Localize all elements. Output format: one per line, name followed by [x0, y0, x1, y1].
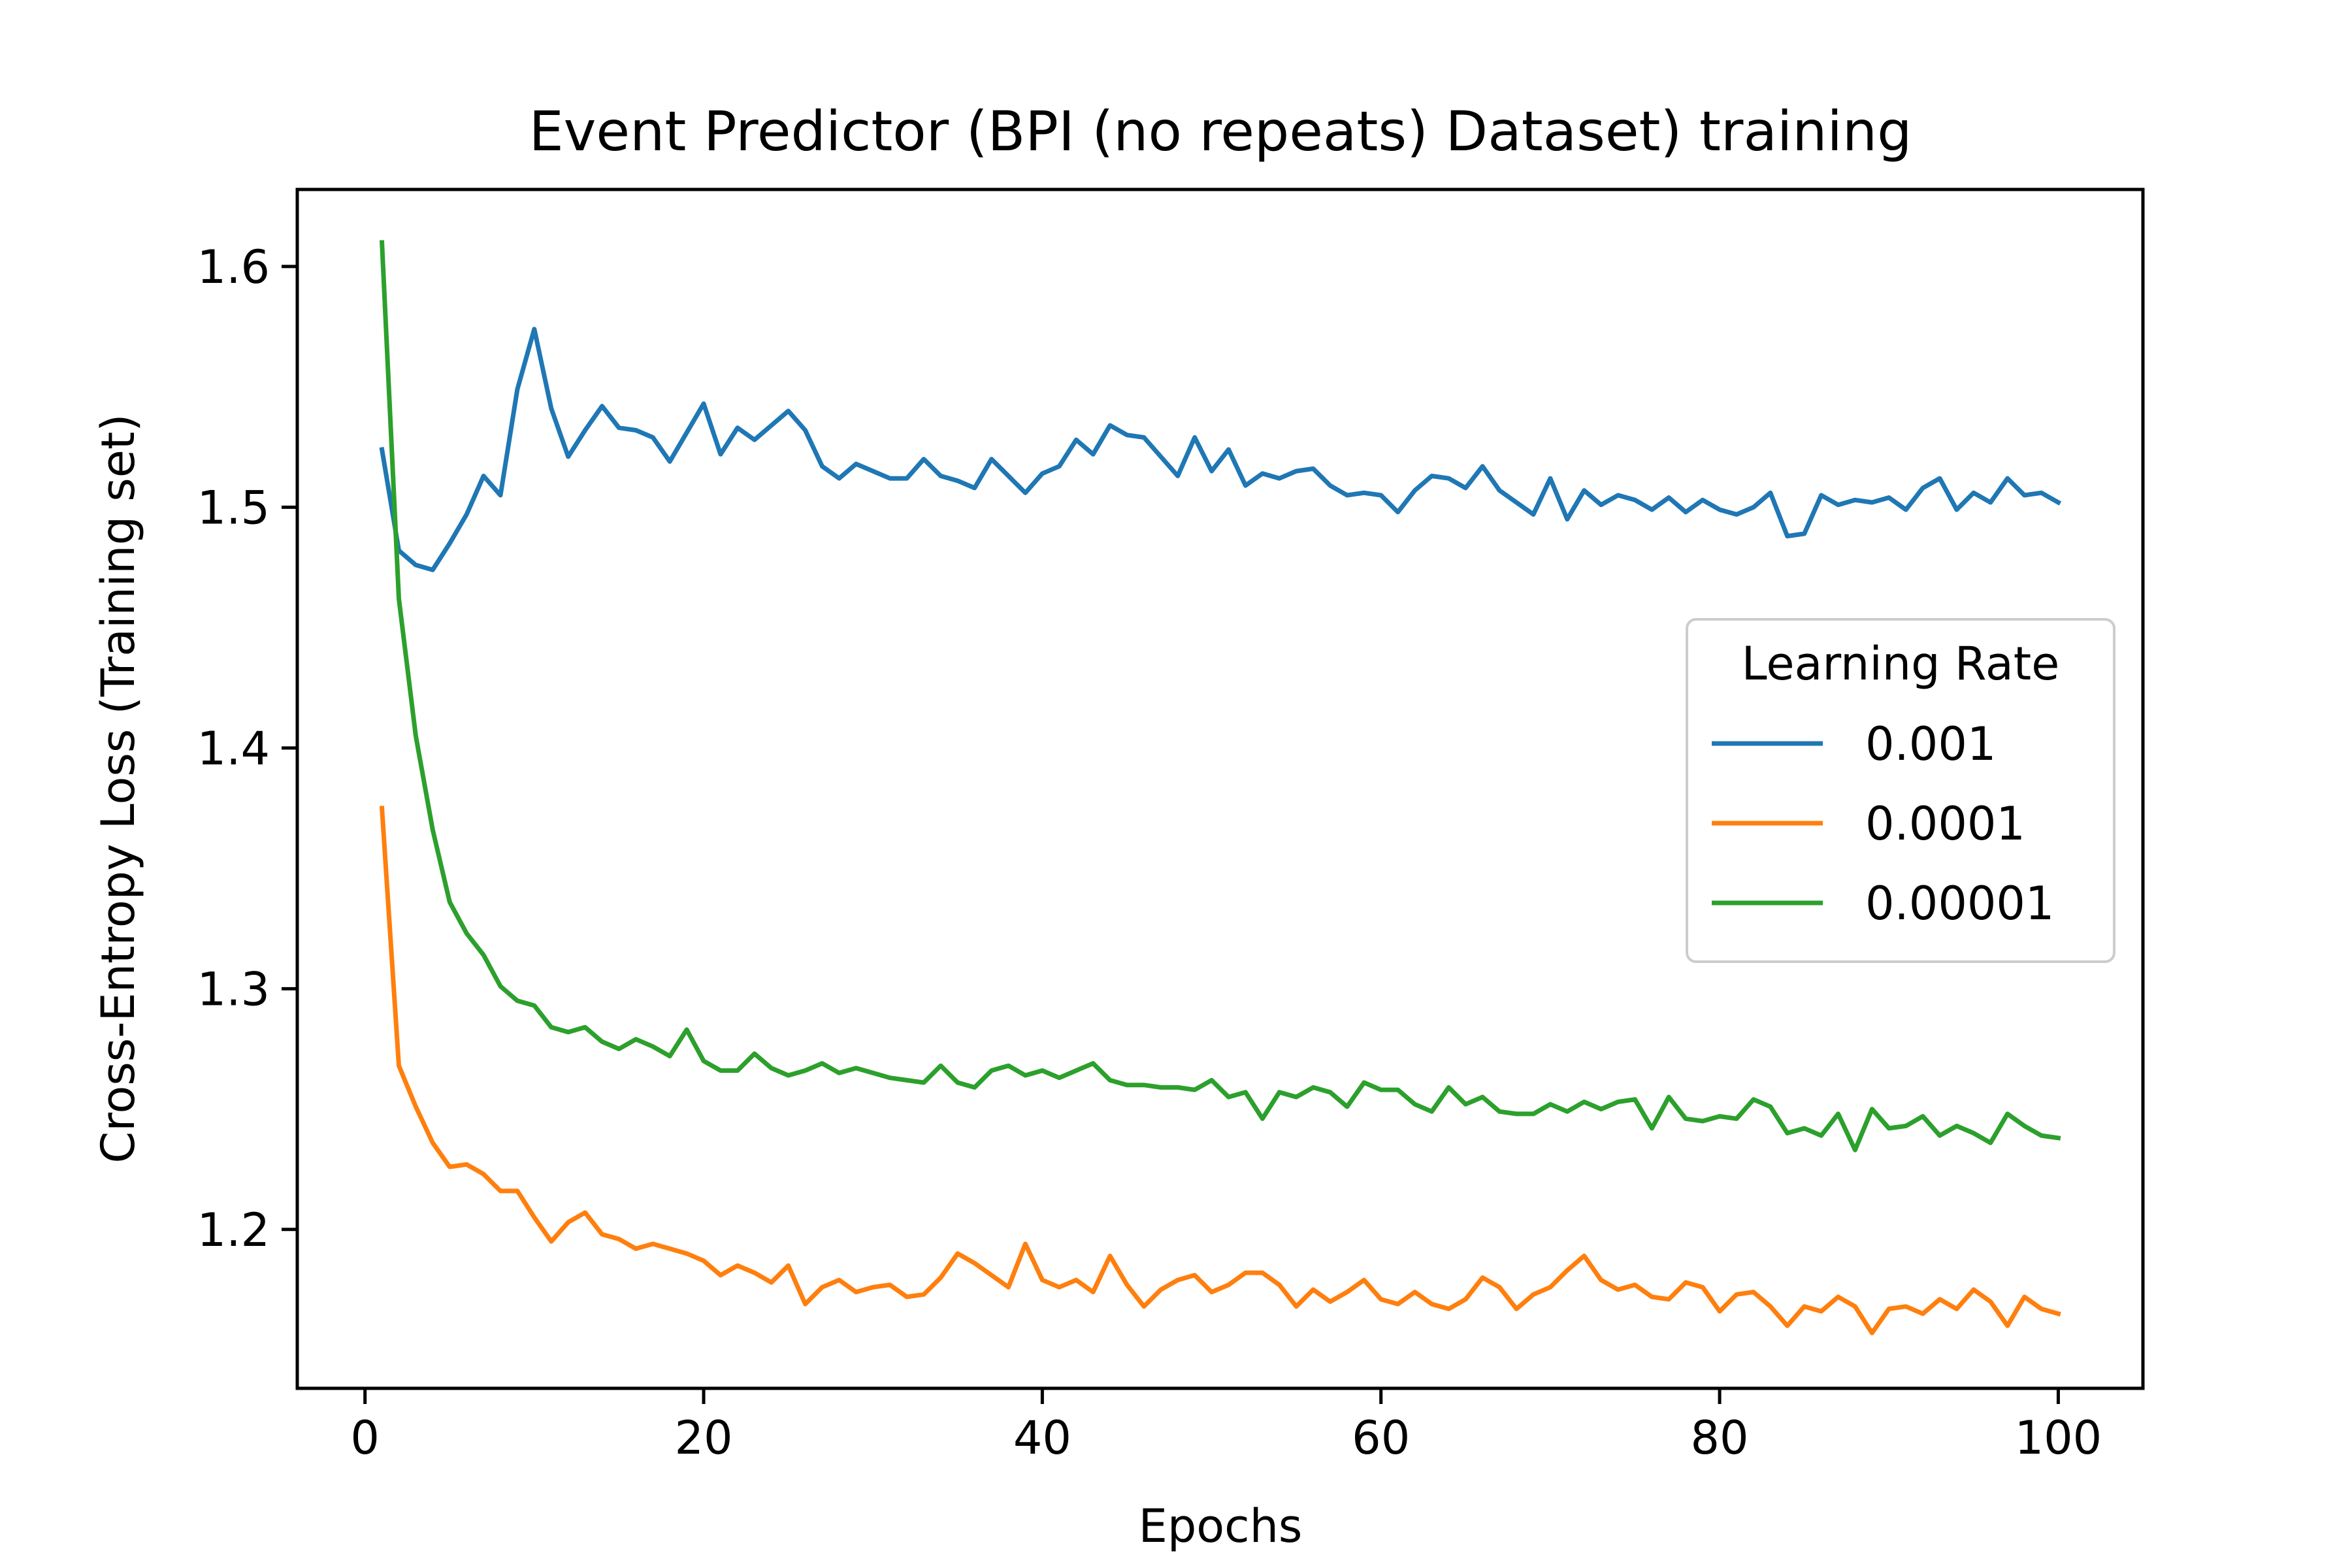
x-axis: 0 20 40 60 80 100: [350, 1388, 2102, 1465]
plot-lines: [379, 240, 2062, 1335]
x-tick-label-4: 80: [1691, 1411, 1749, 1465]
legend-label-0: 0.001: [1865, 717, 1996, 771]
legend-label-1: 0.0001: [1865, 797, 2025, 851]
y-axis: 1.2 1.3 1.4 1.5 1.6: [197, 240, 297, 1257]
legend-frame: [1686, 618, 2115, 963]
x-tick-label-5: 100: [2015, 1411, 2102, 1465]
y-axis-label: Cross-Entropy Loss (Training set): [91, 414, 145, 1163]
x-axis-label: Epochs: [1139, 1499, 1303, 1553]
legend-title: Learning Rate: [1742, 637, 2060, 691]
series-line-2: [379, 240, 2061, 1152]
x-tick-label-3: 60: [1352, 1411, 1410, 1465]
legend: Learning Rate 0.001 0.0001 0.00001: [1686, 618, 2115, 963]
y-tick-label-1: 1.3: [197, 962, 270, 1016]
y-tick-label-2: 1.4: [197, 722, 270, 776]
x-tick-label-2: 40: [1013, 1411, 1071, 1465]
x-tick-label-1: 20: [674, 1411, 732, 1465]
chart-title: Event Predictor (BPI (no repeats) Datase…: [529, 99, 1912, 163]
y-tick-label-3: 1.5: [197, 481, 270, 534]
series-line-0: [379, 327, 2062, 572]
x-tick-label-0: 0: [350, 1411, 380, 1465]
legend-label-2: 0.00001: [1865, 877, 2054, 930]
axes-frame: [295, 188, 2145, 1390]
y-tick-label-4: 1.6: [197, 240, 270, 294]
series-line-1: [379, 806, 2061, 1335]
legend-entries: 0.001 0.0001 0.00001: [1712, 717, 2054, 930]
y-tick-label-0: 1.2: [197, 1203, 270, 1257]
